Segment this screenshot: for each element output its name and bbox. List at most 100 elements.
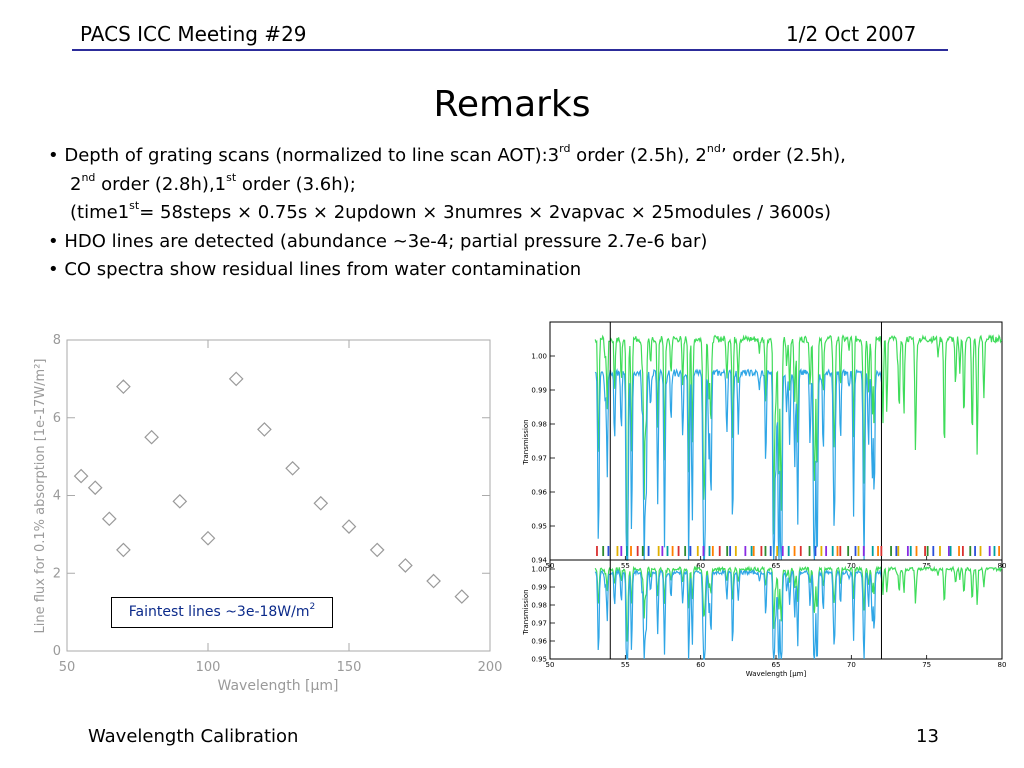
data-point [313, 495, 329, 511]
data-point [285, 460, 300, 476]
line-position-marker [924, 546, 926, 556]
bullet-grating-depth: • Depth of grating scans (normalized to … [48, 142, 1008, 171]
y-tick-label: 0.98 [531, 602, 547, 610]
x-tick-label: 75 [922, 661, 931, 669]
x-tick-label: 75 [922, 562, 931, 570]
line-position-marker [825, 546, 828, 556]
line-position-marker [647, 546, 650, 556]
line-position-marker [764, 546, 767, 556]
data-point [116, 542, 131, 558]
line-position-marker [702, 546, 705, 556]
y-tick-label: 1.00 [531, 353, 547, 361]
y-tick-label: 0.99 [531, 584, 547, 592]
line-position-marker [814, 546, 817, 556]
line-position-marker [857, 546, 860, 556]
line-position-marker [718, 546, 721, 556]
line-position-marker [939, 546, 941, 556]
line-position-marker [677, 546, 680, 556]
y-tick-label: 4 [53, 489, 61, 504]
faintest-lines-callout: Faintest lines ~3e-18W/m2 [111, 597, 333, 628]
line-position-marker [661, 546, 664, 556]
line-position-marker [657, 546, 660, 556]
data-point [73, 468, 89, 484]
line-position-marker [862, 546, 865, 556]
x-tick-label: 55 [621, 562, 630, 570]
line-position-marker [820, 546, 823, 556]
footer-section-name: Wavelength Calibration [88, 726, 299, 747]
data-point [341, 519, 357, 534]
data-point [228, 371, 244, 387]
line-position-marker [726, 546, 729, 556]
x-tick-label: 60 [696, 661, 705, 669]
line-flux-scatter-chart: 50 100 150 200 0 2 4 6 8 Wavelength [μm] Line fl… [33, 333, 502, 694]
x-tick-label: 70 [847, 562, 856, 570]
line-position-marker [890, 546, 892, 556]
meeting-name: PACS ICC Meeting #29 [80, 22, 307, 46]
data-points [73, 371, 470, 604]
bullet-time-formula: (time1st= 58steps × 0.75s × 2updown × 3n… [48, 199, 1008, 228]
superscript: nd [81, 170, 96, 184]
line-position-marker [729, 546, 732, 556]
data-point [426, 573, 441, 589]
superscript: st [129, 199, 140, 212]
y-axis-label: Line flux for 0.1% absorption [1e-17W/m²… [33, 359, 48, 634]
y-tick-label: 0.95 [531, 656, 547, 664]
superscript: rd [559, 142, 571, 155]
y-tick-label: 0.95 [531, 523, 547, 531]
bullet-list: • Depth of grating scans (normalized to … [48, 142, 1008, 285]
text-run: 2 [70, 173, 82, 195]
line-position-marker [636, 546, 639, 556]
text-run: ’ order (2.5h), [720, 145, 846, 166]
text-run: • Depth of grating scans (normalized to … [48, 145, 560, 166]
line-position-marker [877, 546, 879, 556]
series-line-green [594, 334, 1003, 561]
callout-text: Faintest lines ~3e-18W/m [128, 604, 310, 620]
x-tick-label: 50 [59, 660, 76, 675]
transmission-spectra-chart: 0.94 0.95 0.96 0.97 0.98 0.99 1.00 50 55 60 65 70 75… [522, 321, 1006, 678]
y-tick-label: 2 [53, 566, 61, 581]
line-position-marker [831, 546, 834, 556]
line-position-marker [769, 546, 772, 556]
data-point [172, 493, 188, 509]
line-position-marker [897, 546, 900, 556]
x-tick-label: 70 [847, 661, 856, 669]
line-position-marker [915, 546, 918, 556]
line-position-marker [979, 546, 982, 556]
line-position-marker [961, 546, 964, 556]
x-tick-label: 65 [772, 562, 781, 570]
line-position-marker [607, 546, 610, 556]
line-position-marker [641, 546, 644, 556]
text-run: order (3.6h); [236, 173, 356, 195]
bottom-y-axis-label: Transmission [522, 589, 530, 635]
x-tick-label: 100 [196, 660, 221, 675]
line-position-marker [781, 546, 784, 556]
y-tick-label: 0.98 [531, 421, 547, 429]
data-point [398, 558, 413, 573]
line-position-marker [689, 546, 692, 556]
line-position-marker [958, 546, 960, 556]
page-number: 13 [916, 726, 939, 747]
line-position-marker [752, 546, 755, 556]
line-position-marker [932, 546, 935, 556]
data-point [454, 589, 470, 604]
data-point [87, 480, 103, 496]
y-tick-label: 8 [53, 333, 61, 348]
line-position-marker [750, 546, 753, 556]
line-position-marker [684, 546, 687, 556]
line-position-marker [616, 546, 619, 556]
line-position-marker [734, 546, 737, 556]
line-position-marker [799, 546, 802, 556]
line-position-marker [836, 546, 839, 556]
y-tick-label: 0.99 [531, 387, 547, 395]
line-position-marker [760, 546, 763, 556]
line-position-marker [854, 546, 857, 556]
line-position-marker [671, 546, 674, 556]
y-tick-label: 0.97 [531, 620, 547, 628]
line-position-marker [993, 546, 996, 556]
data-point [200, 530, 216, 546]
superscript: 2 [309, 602, 316, 613]
line-position-marker [776, 546, 779, 556]
bullet-grating-depth-line2: 2nd order (2.8h),1st order (3.6h); [48, 171, 1008, 200]
series-line-blue [594, 368, 883, 561]
